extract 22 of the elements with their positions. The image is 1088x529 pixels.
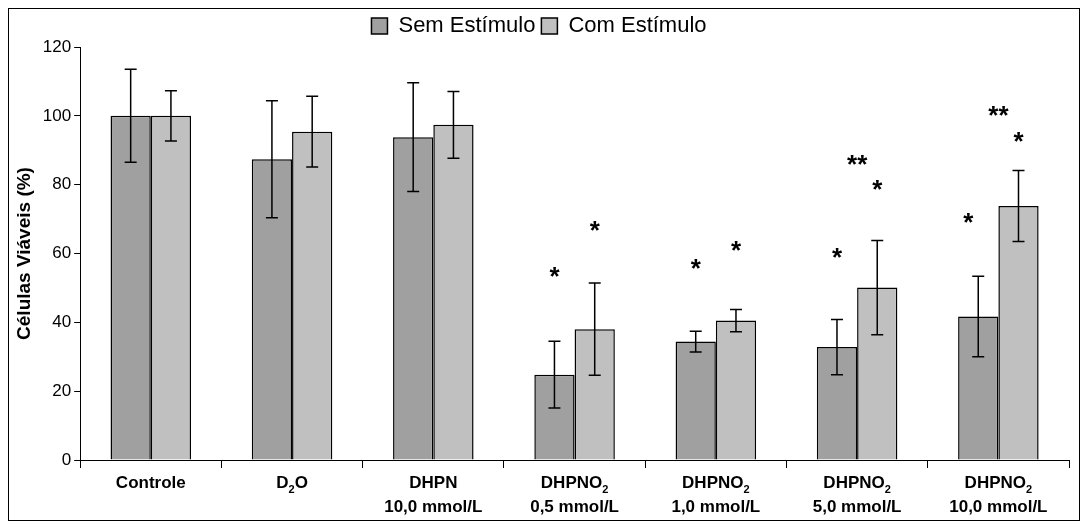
y-tick-label: 0 [61, 449, 72, 469]
legend-label: Sem Estímulo [398, 12, 536, 38]
y-tick-label: 60 [52, 243, 72, 263]
y-tick-label: 100 [42, 105, 72, 125]
x-tick-label: Controle [115, 473, 186, 492]
annotation: * [1013, 125, 1025, 156]
x-tick-label: DHPN 10,0 mmol/L [384, 473, 483, 516]
annotation: * [730, 234, 742, 265]
legend-label: Com Estímulo [568, 12, 707, 38]
annotation: * [831, 241, 843, 272]
y-tick-label: 20 [52, 380, 72, 400]
annotation: ** [988, 99, 1010, 130]
annotation: * [872, 173, 884, 204]
annotation: * [963, 207, 975, 238]
y-axis-title: Células Viáveis (%) [12, 167, 34, 340]
y-tick-label: 40 [52, 312, 72, 332]
y-tick-label: 120 [42, 36, 72, 56]
y-tick-label: 80 [52, 174, 72, 194]
annotation: * [690, 253, 702, 284]
annotation: * [549, 261, 561, 292]
annotation: ** [847, 148, 869, 179]
annotation: * [589, 215, 601, 246]
